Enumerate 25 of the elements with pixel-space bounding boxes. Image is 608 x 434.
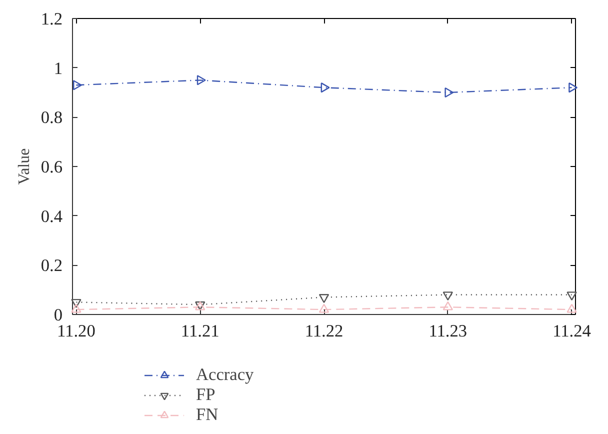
point bbox=[196, 75, 206, 86]
point bbox=[444, 87, 454, 98]
y-tick-label: 0.8 bbox=[40, 108, 63, 128]
point bbox=[71, 298, 82, 308]
legend-label: FP bbox=[196, 385, 216, 405]
y-tick-label: 0.4 bbox=[40, 206, 63, 226]
x-tick-label: 11.21 bbox=[180, 322, 220, 340]
point bbox=[73, 80, 82, 90]
x-tick-label: 11.20 bbox=[57, 322, 96, 340]
point bbox=[318, 294, 330, 304]
x-tick-label: 11.24 bbox=[552, 322, 592, 340]
point bbox=[566, 292, 577, 301]
point bbox=[442, 292, 453, 301]
y-axis-title: Value bbox=[16, 148, 33, 185]
y-tick-label: 0.2 bbox=[40, 256, 63, 276]
point bbox=[568, 82, 578, 93]
y-tick-label: 0 bbox=[54, 306, 63, 324]
x-tick-label: 11.23 bbox=[428, 322, 468, 340]
y-tick-label: 0.6 bbox=[40, 158, 63, 176]
x-tick-label: 11.22 bbox=[304, 322, 344, 340]
y-tick-label: 1.2 bbox=[40, 10, 63, 28]
point bbox=[320, 82, 330, 93]
y-tick-label: 1 bbox=[54, 58, 63, 78]
legend-label: Accracy bbox=[196, 365, 254, 385]
legend-label: FN bbox=[196, 405, 218, 425]
